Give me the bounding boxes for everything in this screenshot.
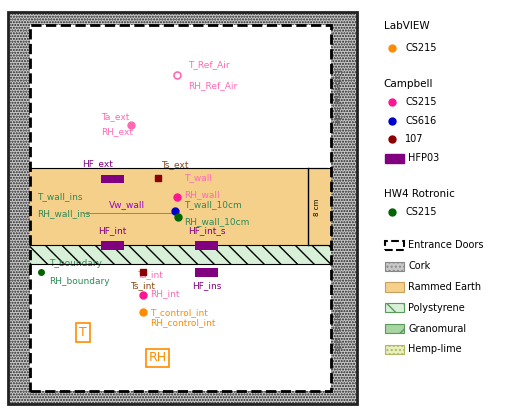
Bar (30, 168, 331, 245)
Text: CS215: CS215 (405, 97, 437, 107)
Text: Granomural: Granomural (408, 324, 466, 334)
Text: Vw_wall: Vw_wall (109, 201, 145, 209)
Text: HFP03: HFP03 (408, 153, 439, 163)
Text: Polystyrene: Polystyrene (408, 303, 465, 313)
Text: RH_Ref_Air: RH_Ref_Air (188, 81, 237, 90)
Text: T_control_int: T_control_int (150, 308, 208, 317)
Bar (385, 241, 404, 250)
Text: Cork: Cork (408, 261, 430, 271)
Text: HF_ext: HF_ext (82, 159, 113, 168)
Text: Ts_int: Ts_int (130, 281, 155, 290)
Bar (385, 262, 404, 271)
Text: RH_wall_10cm: RH_wall_10cm (184, 218, 249, 226)
Bar (195, 241, 218, 250)
Bar (101, 241, 124, 250)
Text: Internal side: Internal side (332, 301, 341, 354)
Bar (30, 25, 331, 391)
Text: External side: External side (332, 69, 341, 124)
Text: Campbell: Campbell (384, 79, 433, 89)
Text: LabVIEW: LabVIEW (384, 21, 429, 31)
Text: RH_wall_ins: RH_wall_ins (38, 209, 90, 218)
Bar (385, 154, 404, 163)
Text: CS215: CS215 (405, 43, 437, 53)
Bar (30, 25, 331, 391)
Text: HF_ins: HF_ins (192, 281, 221, 290)
Text: Ta_ext: Ta_ext (101, 111, 130, 121)
Text: T: T (79, 326, 86, 339)
Text: Hemp-lime: Hemp-lime (408, 344, 462, 354)
Text: T_Ref_Air: T_Ref_Air (188, 59, 229, 69)
Bar (385, 324, 404, 333)
Text: RH: RH (149, 351, 167, 364)
Text: T_wall_ins: T_wall_ins (38, 192, 83, 201)
Bar (101, 175, 124, 183)
Text: Ta_int: Ta_int (137, 270, 163, 279)
Bar (385, 345, 404, 354)
Text: Rammed Earth: Rammed Earth (408, 282, 481, 292)
Text: 8 cm: 8 cm (314, 198, 320, 215)
Text: 107: 107 (405, 134, 424, 144)
Bar (385, 282, 404, 292)
Text: CS616: CS616 (405, 116, 436, 126)
Text: RH_control_int: RH_control_int (150, 318, 216, 327)
Text: RH_boundary: RH_boundary (49, 277, 109, 286)
Text: Ts_ext: Ts_ext (161, 160, 189, 169)
Bar (30, 245, 331, 264)
Bar (385, 303, 404, 312)
Text: RH_wall: RH_wall (184, 190, 220, 199)
Text: T_wall_10cm: T_wall_10cm (184, 200, 242, 209)
Text: T_boundary: T_boundary (49, 259, 102, 268)
Text: RH_ext: RH_ext (101, 127, 133, 136)
Bar (195, 268, 218, 277)
Text: T_wall: T_wall (184, 173, 212, 182)
Text: RH_int: RH_int (150, 289, 180, 298)
Text: HF_int_s: HF_int_s (188, 226, 225, 235)
Text: HF_int: HF_int (99, 226, 127, 235)
Text: CS215: CS215 (405, 207, 437, 217)
Text: Entrance Doors: Entrance Doors (408, 240, 483, 250)
Text: HW4 Rotronic: HW4 Rotronic (384, 189, 455, 199)
